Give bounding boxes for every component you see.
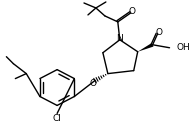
Text: O: O xyxy=(128,7,135,16)
Text: N: N xyxy=(116,34,123,43)
Text: O: O xyxy=(89,79,96,88)
Polygon shape xyxy=(138,43,153,52)
Text: Cl: Cl xyxy=(53,114,61,123)
Text: O: O xyxy=(155,28,162,37)
Text: OH: OH xyxy=(177,43,190,52)
